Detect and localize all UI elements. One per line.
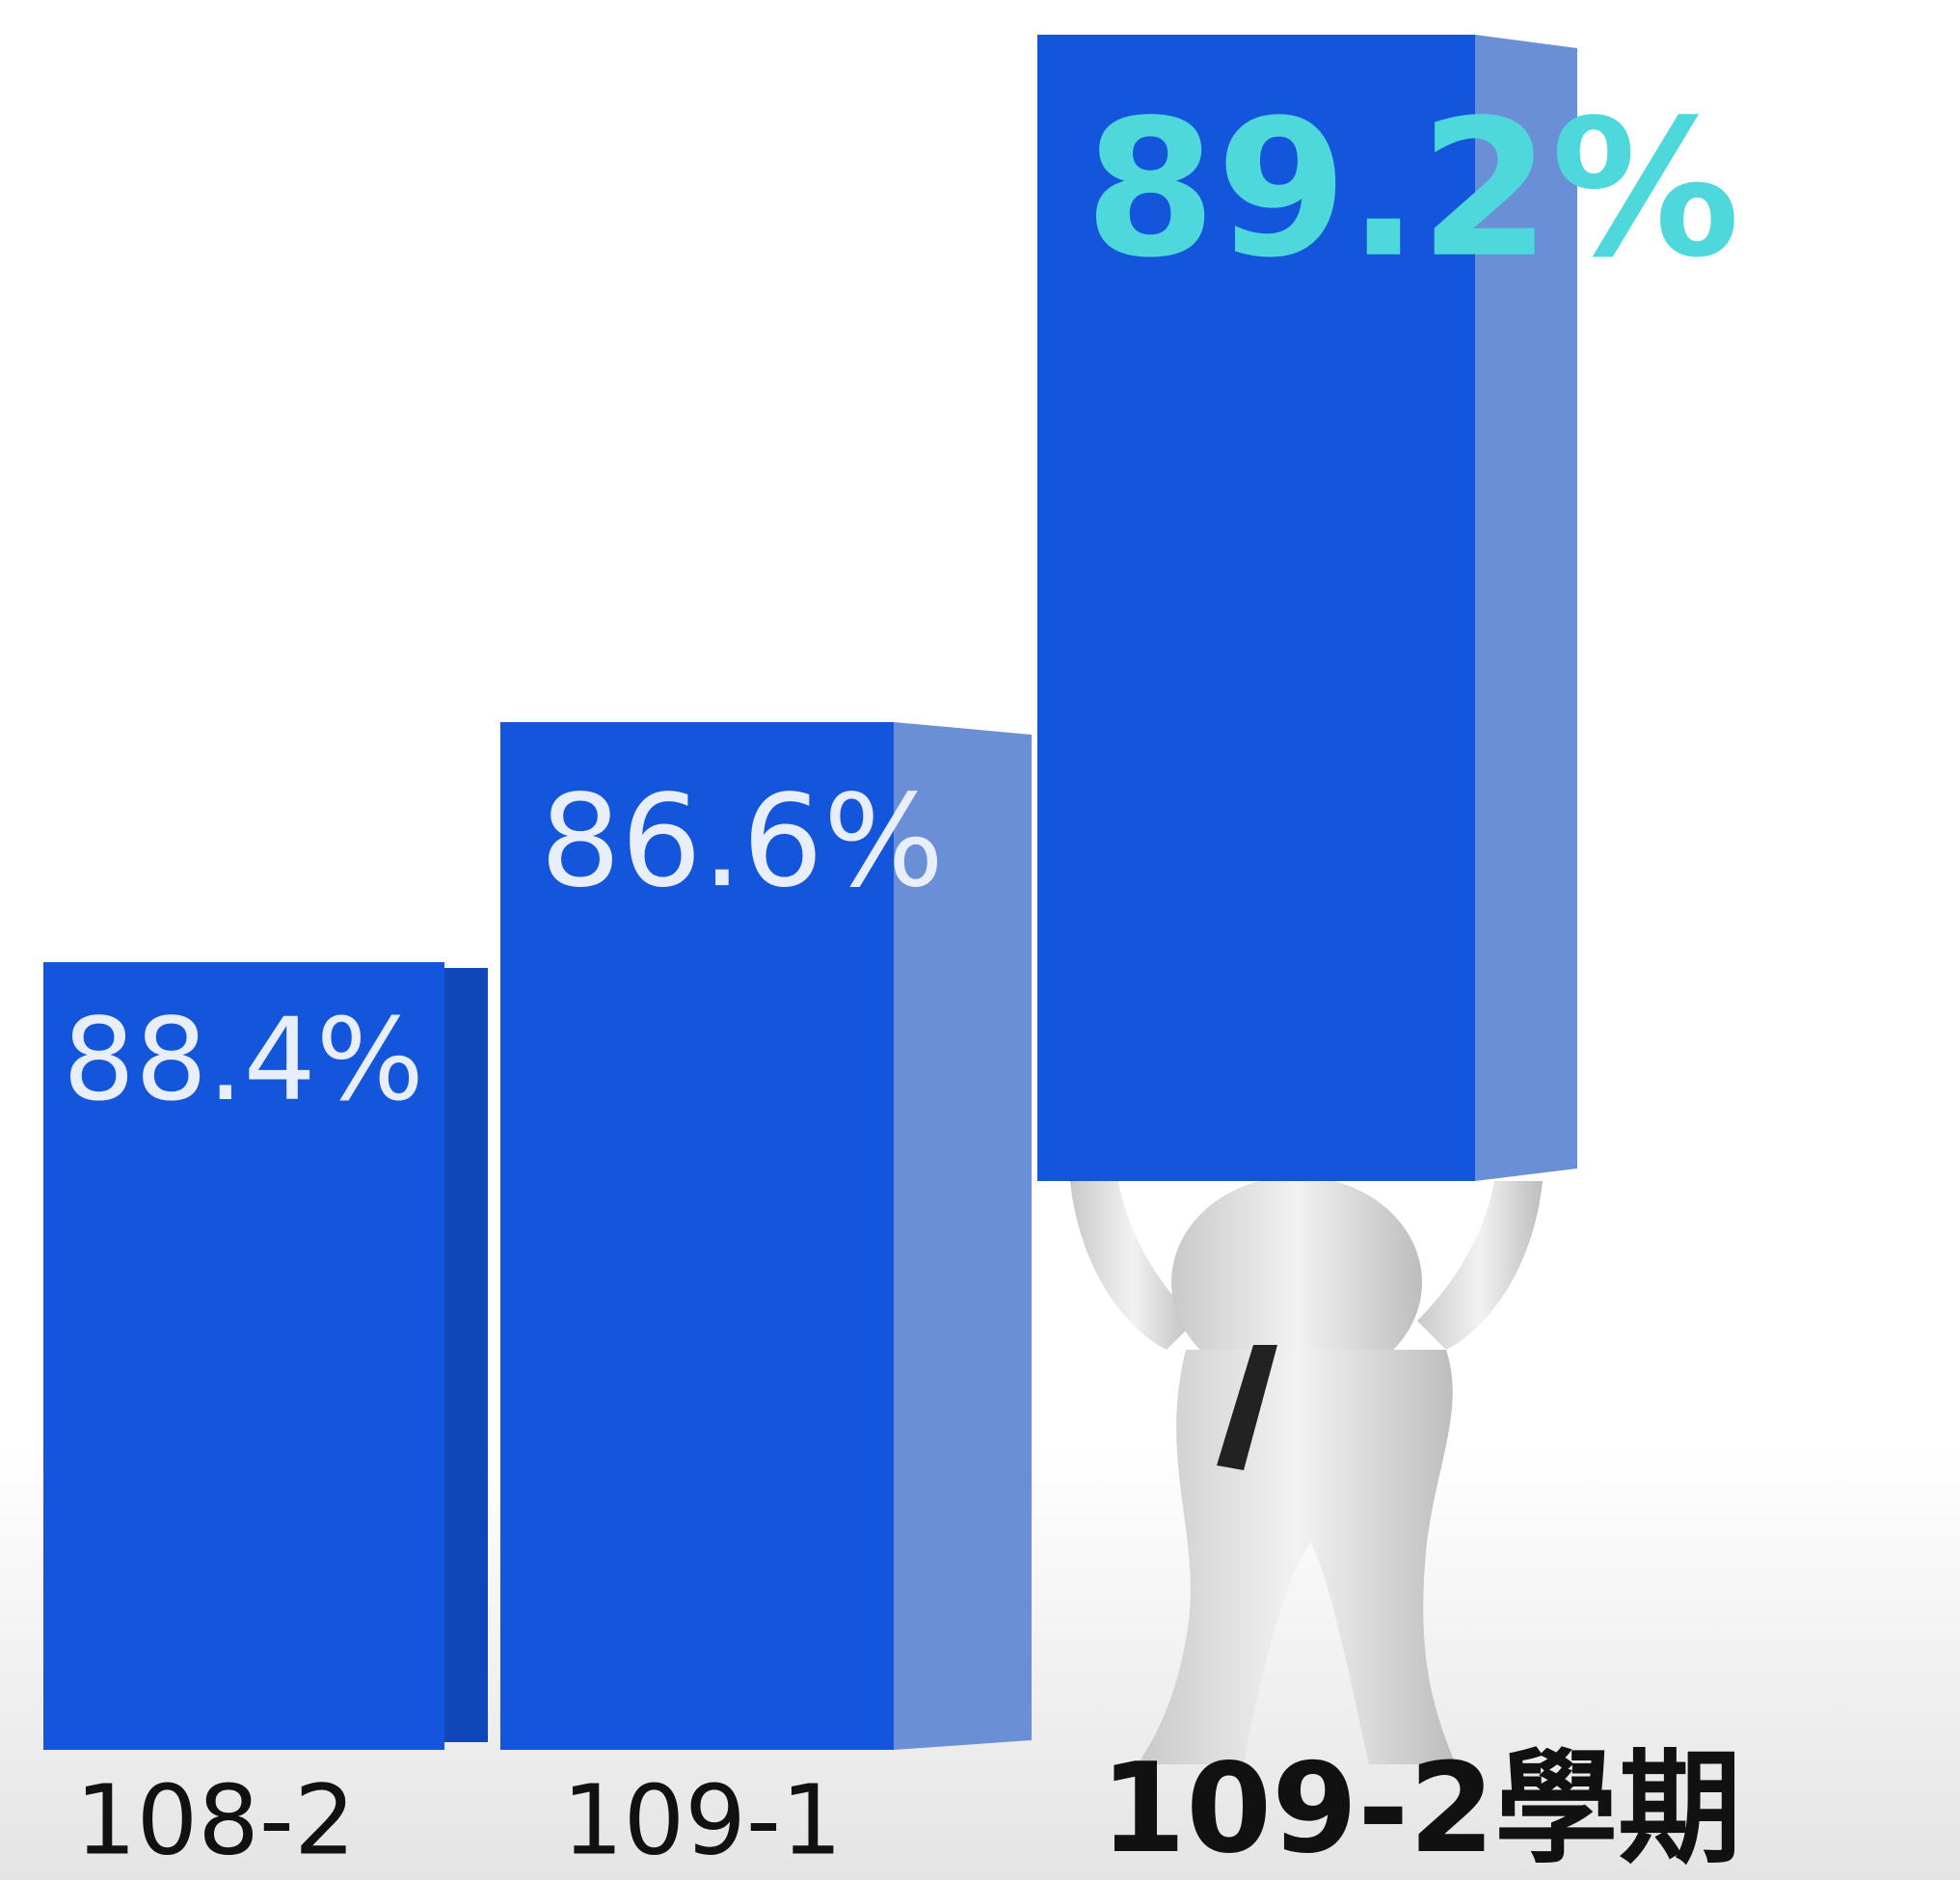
- rate-label: 88.4%: [63, 993, 424, 1126]
- bar-side: [444, 968, 488, 1742]
- person-figure: [1070, 1176, 1543, 1764]
- bar-109-1: [500, 722, 1032, 1750]
- term-label: 109-2學期: [1100, 1737, 1741, 1880]
- bar-side: [894, 722, 1032, 1750]
- bar-front: [43, 962, 444, 1750]
- term-label: 109-1: [562, 1763, 843, 1876]
- bar-109-2: [1037, 35, 1577, 1181]
- bar-side: [1475, 35, 1577, 1181]
- bar-front: [500, 722, 894, 1750]
- rate-label: 86.6%: [540, 767, 944, 916]
- bar-108-2: [43, 962, 488, 1750]
- rate-label: 89.2%: [1085, 80, 1740, 300]
- term-label: 108-2: [75, 1763, 356, 1876]
- bar-front: [1037, 35, 1475, 1181]
